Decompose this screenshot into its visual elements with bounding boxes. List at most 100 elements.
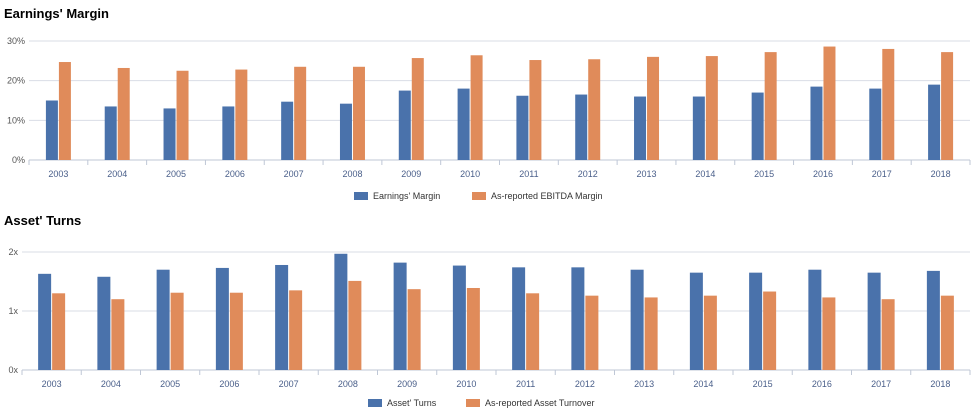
- bar-series1: [275, 264, 289, 370]
- legend-label: Asset' Turns: [387, 398, 437, 408]
- bar-series2: [764, 52, 777, 160]
- legend-swatch: [368, 399, 382, 407]
- legend-swatch: [472, 192, 486, 200]
- bar-series1: [867, 272, 881, 370]
- x-tick-label: 2008: [342, 169, 362, 179]
- x-tick-label: 2006: [219, 379, 239, 389]
- bar-series2: [294, 66, 307, 160]
- bar-series1: [38, 273, 52, 370]
- x-tick-label: 2008: [338, 379, 358, 389]
- bar-series2: [466, 287, 480, 370]
- x-tick-label: 2013: [634, 379, 654, 389]
- asset-turns-plot: 0x 1x 2x 2003 2004 2005 2006 2007 2008 2009 2010 20…: [8, 247, 971, 408]
- bar-series1: [398, 90, 411, 160]
- x-tick-label: 2011: [519, 169, 538, 179]
- bar-series1: [215, 267, 229, 370]
- bar-series2: [170, 292, 184, 370]
- bar-series1: [634, 96, 647, 160]
- bar-series2: [705, 56, 718, 160]
- bar-series1: [104, 106, 117, 160]
- bar-series1: [222, 106, 235, 160]
- x-tick-label: 2003: [42, 379, 62, 389]
- legend-label: As-reported Asset Turnover: [485, 398, 595, 408]
- bar-series1: [334, 253, 348, 370]
- bar-series2: [58, 62, 71, 161]
- y-tick-label: 2x: [8, 247, 18, 257]
- bar-series2: [823, 46, 836, 161]
- legend-label: Earnings' Margin: [373, 191, 440, 201]
- bar-series2: [585, 295, 599, 370]
- bar-series2: [52, 293, 66, 370]
- x-tick-label: 2009: [401, 169, 421, 179]
- bar-series1: [281, 101, 294, 160]
- x-tick-label: 2005: [160, 379, 180, 389]
- y-tick-label: 10%: [7, 115, 25, 125]
- bar-series1: [339, 103, 352, 160]
- x-tick-label: 2014: [695, 169, 715, 179]
- x-tick-label: 2017: [872, 169, 892, 179]
- legend: Asset' Turns As-reported Asset Turnover: [368, 398, 595, 408]
- x-tick-label: 2017: [871, 379, 891, 389]
- bar-series1: [571, 267, 585, 370]
- x-tick-label: 2010: [456, 379, 476, 389]
- bar-series2: [882, 48, 895, 160]
- y-tick-label: 0x: [8, 365, 18, 375]
- asset-turns-chart: Asset' Turns 0x 1x 2x 2003 2004 2005 2006 2007 2…: [0, 207, 975, 414]
- bar-series1: [810, 86, 823, 160]
- bar-series1: [163, 108, 176, 160]
- bar-series2: [822, 297, 836, 370]
- bar-series1: [749, 272, 763, 370]
- x-tick-label: 2007: [279, 379, 299, 389]
- bar-series1: [512, 267, 526, 370]
- bar-series2: [176, 70, 189, 160]
- bar-series1: [516, 95, 529, 160]
- bar-series2: [526, 293, 540, 370]
- bar-series2: [111, 299, 125, 370]
- x-tick-label: 2009: [397, 379, 417, 389]
- x-tick-label: 2018: [930, 379, 950, 389]
- x-tick-label: 2015: [753, 379, 773, 389]
- bar-series1: [926, 270, 940, 370]
- x-tick-label: 2004: [107, 169, 127, 179]
- bar-series2: [289, 290, 303, 370]
- x-tick-label: 2012: [575, 379, 595, 389]
- legend-swatch: [354, 192, 368, 200]
- bar-series2: [703, 295, 717, 370]
- bar-series1: [575, 94, 588, 160]
- x-tick-label: 2018: [931, 169, 951, 179]
- y-tick-label: 1x: [8, 306, 18, 316]
- bar-series1: [452, 265, 466, 370]
- bar-series2: [235, 69, 248, 160]
- bar-series1: [869, 88, 882, 160]
- bar-series2: [229, 292, 243, 370]
- legend-swatch: [466, 399, 480, 407]
- bar-series1: [156, 269, 170, 370]
- earnings-margin-chart: Earnings' Margin 0% 10% 20% 30% 2003 2004 2005…: [4, 6, 971, 201]
- y-tick-label: 0%: [12, 155, 25, 165]
- bar-series1: [97, 276, 111, 370]
- earnings-margin-plot: 0% 10% 20% 30% 2003 2004 2005 2006 2007 2008 2009 2…: [7, 36, 971, 201]
- bar-series2: [411, 58, 424, 160]
- x-tick-label: 2013: [637, 169, 657, 179]
- x-tick-label: 2007: [284, 169, 304, 179]
- bar-series2: [588, 59, 601, 160]
- bar-series2: [940, 295, 954, 370]
- chart-title: Asset' Turns: [4, 213, 82, 228]
- x-tick-label: 2014: [693, 379, 713, 389]
- bar-series1: [630, 269, 644, 370]
- bar-series2: [348, 280, 362, 370]
- bar-series2: [763, 291, 777, 370]
- x-tick-label: 2004: [101, 379, 121, 389]
- bar-series2: [644, 297, 658, 370]
- bar-series2: [407, 289, 421, 370]
- bar-series2: [529, 60, 542, 160]
- bar-series2: [941, 52, 954, 160]
- x-tick-label: 2010: [460, 169, 480, 179]
- bar-series2: [117, 67, 130, 160]
- bar-series1: [751, 92, 764, 160]
- bar-series2: [352, 66, 365, 160]
- bar-series1: [692, 96, 705, 160]
- x-tick-label: 2016: [812, 379, 832, 389]
- y-tick-label: 20%: [7, 76, 25, 86]
- bar-series1: [928, 84, 941, 160]
